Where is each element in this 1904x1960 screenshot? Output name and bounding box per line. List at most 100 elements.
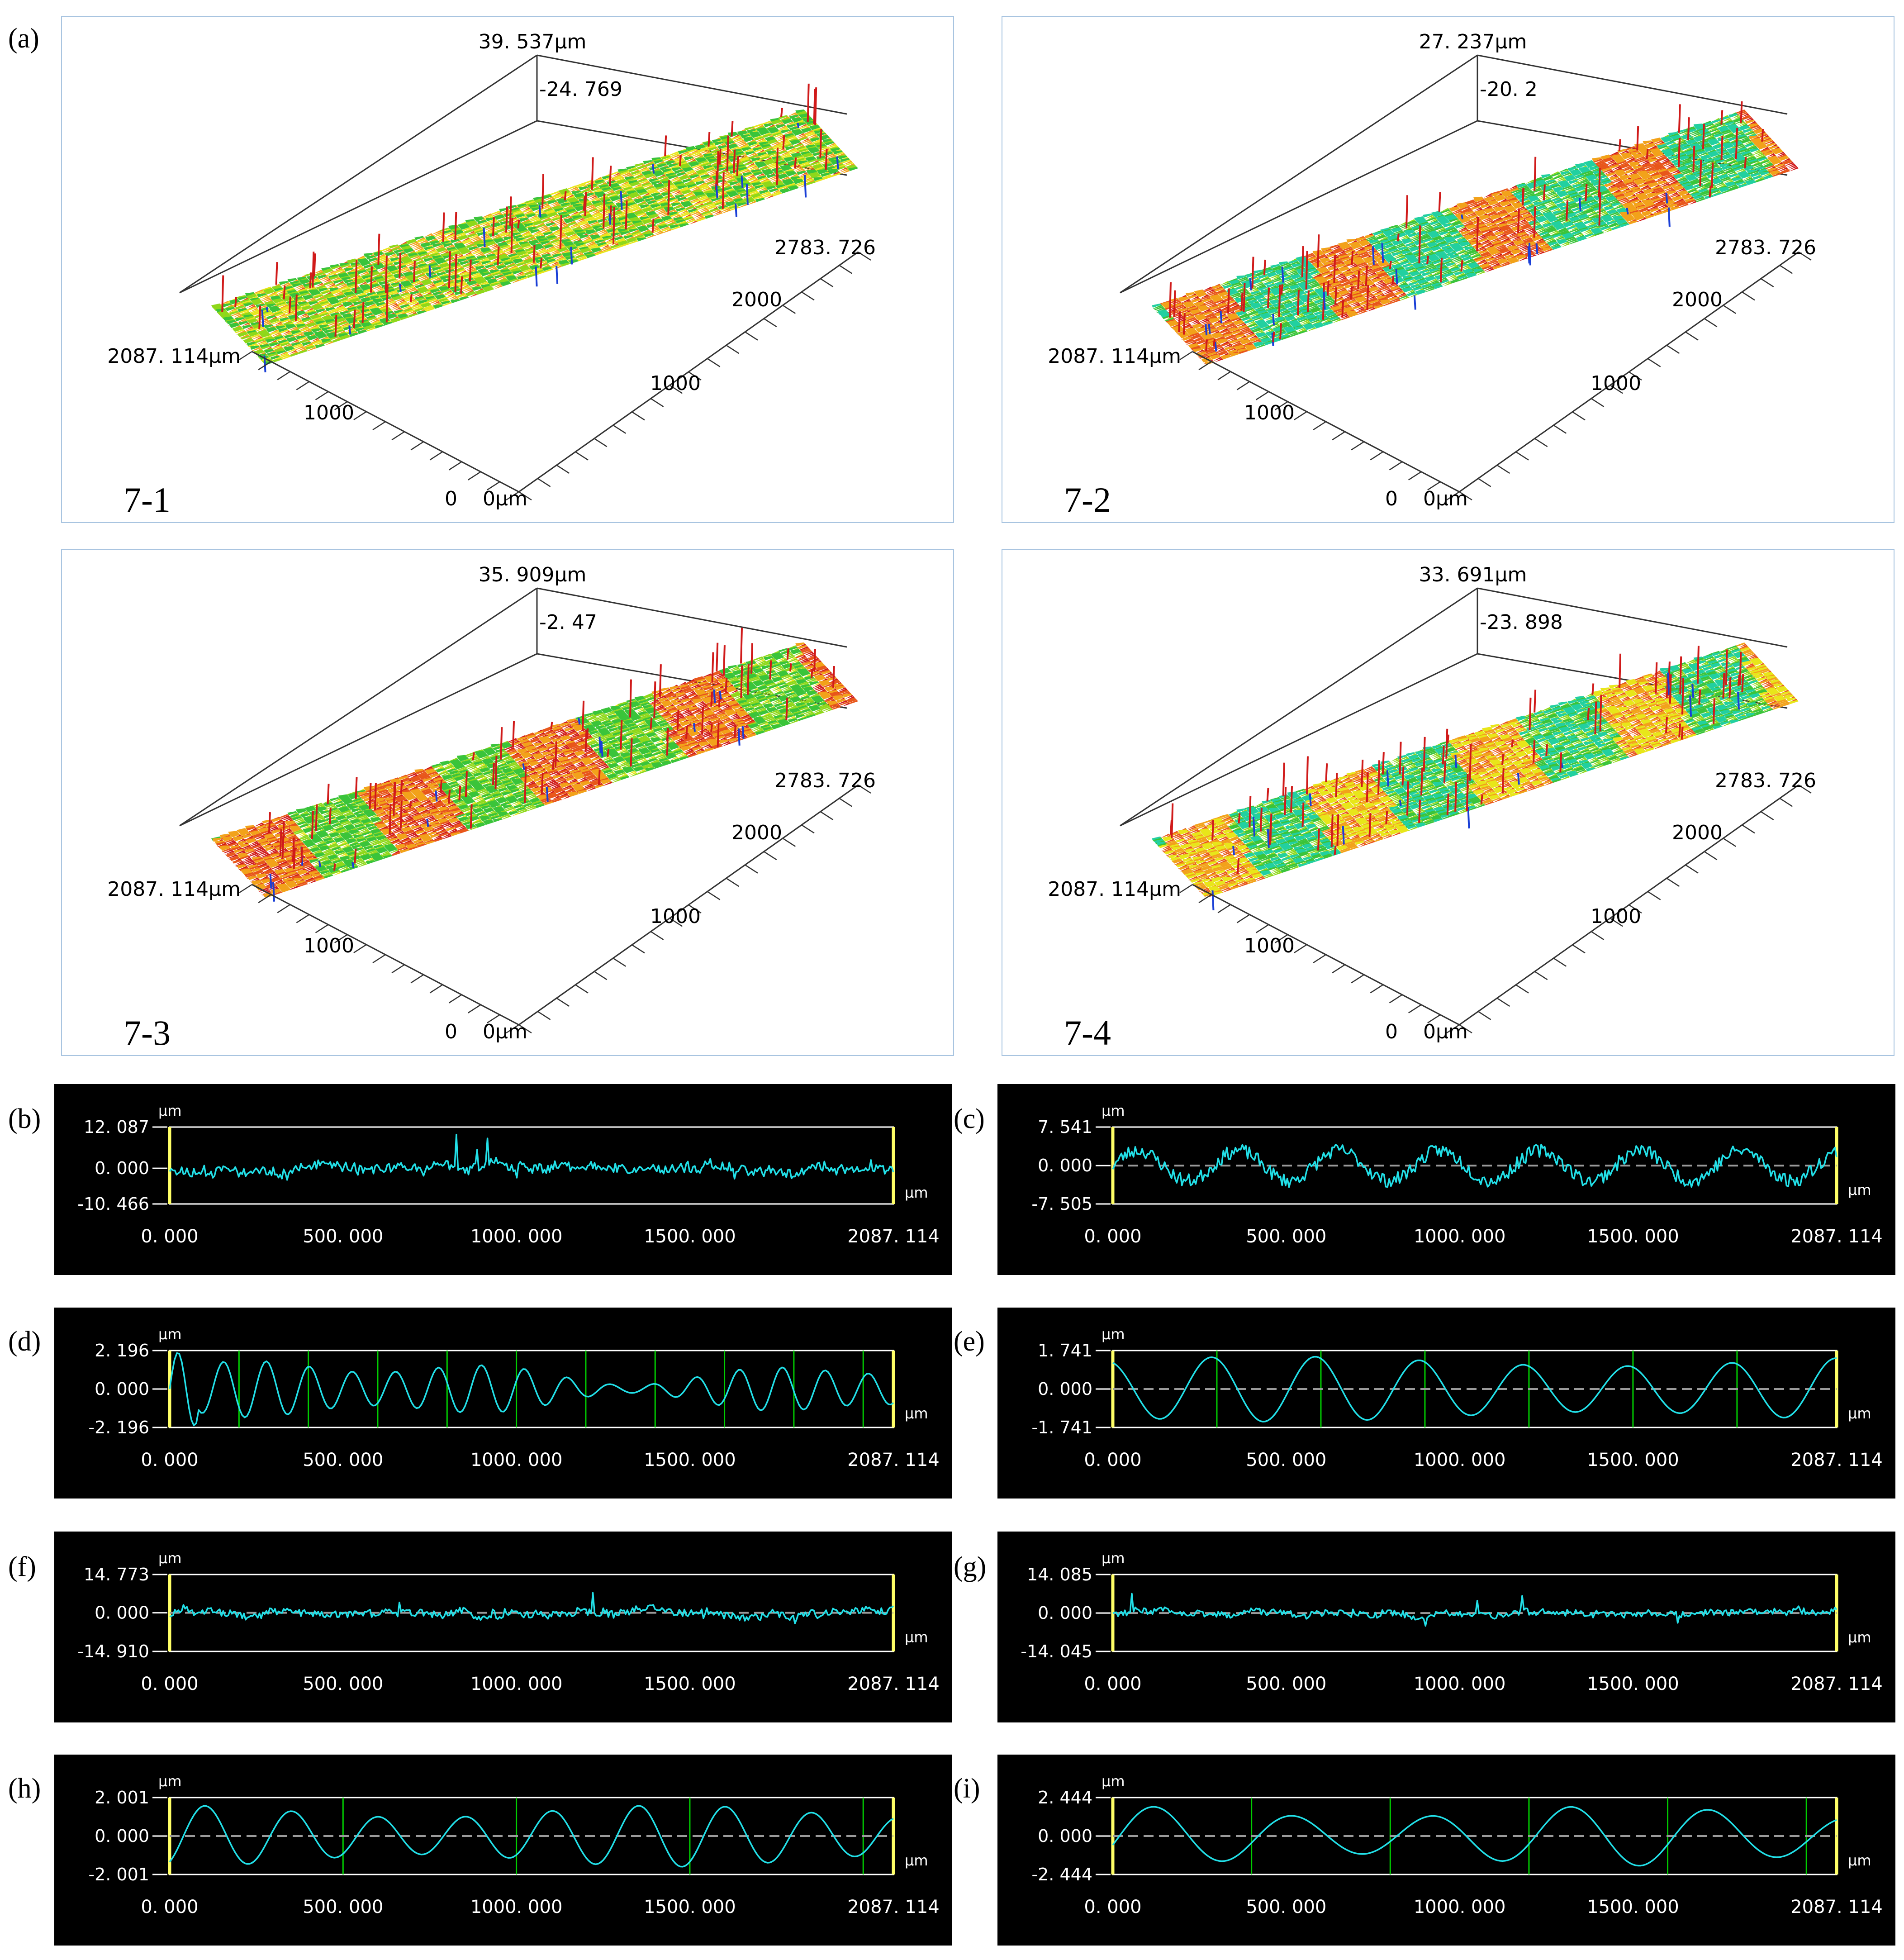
panel-letter-i: (i): [954, 1773, 980, 1804]
y-mid-label: 1000: [304, 401, 354, 424]
x-tick-label: 2087. 114: [1790, 1674, 1883, 1694]
y-unit-label: µm: [158, 1326, 182, 1343]
origin-y-label: 0: [445, 1020, 457, 1043]
x-low-label: 1000: [1591, 372, 1641, 395]
x-max-label: 2783. 726: [774, 236, 876, 259]
surface-sample-label: 7-1: [121, 480, 173, 520]
y-min-tick-label: -7. 505: [1031, 1194, 1092, 1214]
y-min-tick-label: -2. 196: [88, 1418, 149, 1437]
x-max-label: 2783. 726: [1715, 769, 1816, 792]
panel-letter-c: (c): [954, 1104, 985, 1134]
x-tick-label: 0. 000: [1084, 1897, 1141, 1917]
x-tick-label: 1000. 000: [470, 1450, 563, 1470]
profile-chart-f: 14. 773 0. 000 -14. 910 µm µm 0. 000 500. 000 1…: [54, 1532, 952, 1722]
y-unit-label: µm: [1102, 1773, 1125, 1790]
profile-chart-g: 14. 085 0. 000 -14. 045 µm µm 0. 000 500. 000 1…: [997, 1532, 1895, 1722]
x-max-label: 2783. 726: [1715, 236, 1816, 259]
x-unit-label: µm: [905, 1852, 928, 1869]
y-min-tick-label: -10. 466: [77, 1194, 149, 1214]
y-unit-label: µm: [158, 1550, 182, 1567]
panel-letter-a: (a): [8, 23, 39, 54]
origin-x-label: 0µm: [483, 487, 527, 510]
x-unit-label: µm: [1848, 1181, 1871, 1199]
x-unit-label: µm: [1848, 1852, 1871, 1869]
origin-x-label: 0µm: [1423, 487, 1468, 510]
profile-series-line: [169, 1352, 894, 1427]
panel-letter-e: (e): [954, 1326, 985, 1357]
origin-y-label: 0: [445, 487, 457, 510]
x-tick-label: 2087. 114: [1790, 1897, 1883, 1917]
x-tick-label: 1000. 000: [470, 1897, 563, 1917]
x-tick-label: 500. 000: [303, 1897, 383, 1917]
y-max-label: 2087. 114µm: [107, 345, 241, 368]
y-max-label: 2087. 114µm: [107, 878, 241, 901]
x-tick-label: 2087. 114: [847, 1897, 940, 1917]
y-max-tick-label: 2. 196: [95, 1341, 149, 1361]
x-low-label: 1000: [650, 905, 701, 928]
x-low-label: 1000: [650, 372, 701, 395]
panel-letter-f: (f): [8, 1551, 36, 1582]
origin-x-label: 0µm: [1423, 1020, 1468, 1043]
x-tick-label: 2087. 114: [847, 1226, 940, 1247]
x-low-label: 1000: [1591, 905, 1641, 928]
x-tick-label: 1500. 000: [1587, 1674, 1679, 1694]
y-zero-tick-label: 0. 000: [95, 1158, 149, 1178]
origin-y-label: 0: [1385, 487, 1398, 510]
origin-y-label: 0: [1385, 1020, 1398, 1043]
z-min-label: -24. 769: [539, 78, 622, 101]
y-mid-label: 1000: [304, 934, 354, 957]
x-tick-label: 500. 000: [303, 1226, 383, 1247]
y-zero-tick-label: 0. 000: [95, 1379, 149, 1399]
z-max-label: 39. 537µm: [479, 30, 587, 53]
profile-series-line: [1112, 1593, 1838, 1627]
x-tick-label: 1000. 000: [1414, 1226, 1506, 1247]
surface-plot-7-1: 39. 537µm -24. 769 2783. 726 2000 1000 2087. …: [61, 16, 954, 523]
surface-plot-7-3: 35. 909µm -2. 47 2783. 726 2000 1000 2087. 11…: [61, 549, 954, 1056]
x-tick-label: 2087. 114: [847, 1674, 940, 1694]
y-min-tick-label: -2. 444: [1031, 1865, 1092, 1884]
panel-letter-b: (b): [8, 1104, 41, 1134]
x-tick-label: 1500. 000: [644, 1226, 736, 1247]
x-max-label: 2783. 726: [774, 769, 876, 792]
surface-sample-label: 7-3: [121, 1013, 173, 1053]
x-unit-label: µm: [905, 1184, 928, 1201]
y-max-label: 2087. 114µm: [1048, 878, 1181, 901]
x-tick-label: 2087. 114: [1790, 1226, 1883, 1247]
surface-sample-label: 7-4: [1061, 1013, 1114, 1053]
profile-series-line: [1112, 1806, 1837, 1867]
x-tick-label: 1500. 000: [1587, 1897, 1679, 1917]
x-mid-label: 2000: [731, 821, 782, 844]
x-tick-label: 500. 000: [303, 1674, 383, 1694]
y-unit-label: µm: [1102, 1102, 1125, 1119]
y-unit-label: µm: [1102, 1550, 1125, 1567]
x-tick-label: 2087. 114: [847, 1450, 940, 1470]
x-tick-label: 0. 000: [1084, 1674, 1141, 1694]
plot-frame: [169, 1350, 894, 1428]
y-min-tick-label: -2. 001: [88, 1865, 149, 1884]
y-zero-tick-label: 0. 000: [1038, 1603, 1092, 1623]
panel-letter-g: (g): [954, 1551, 987, 1582]
surface-sample-label: 7-2: [1061, 480, 1114, 520]
z-max-label: 35. 909µm: [479, 563, 587, 586]
profile-chart-d: 2. 196 0. 000 -2. 196 µm µm 0. 000 500. 000 100…: [54, 1308, 952, 1499]
profile-series-line: [169, 1592, 894, 1624]
y-zero-tick-label: 0. 000: [95, 1603, 149, 1623]
profile-chart-h: 2. 001 0. 000 -2. 001 µm µm 0. 000 500. 000 100…: [54, 1755, 952, 1946]
y-max-tick-label: 12. 087: [84, 1117, 149, 1137]
profile-series-line: [1112, 1356, 1837, 1422]
x-tick-label: 1500. 000: [1587, 1226, 1679, 1247]
x-tick-label: 1500. 000: [644, 1450, 736, 1470]
x-unit-label: µm: [905, 1405, 928, 1422]
x-tick-label: 500. 000: [1246, 1226, 1326, 1247]
x-tick-label: 0. 000: [141, 1674, 198, 1694]
y-zero-tick-label: 0. 000: [1038, 1379, 1092, 1399]
x-tick-label: 0. 000: [141, 1226, 198, 1247]
x-tick-label: 1000. 000: [1414, 1897, 1506, 1917]
x-tick-label: 500. 000: [1246, 1450, 1326, 1470]
x-tick-label: 0. 000: [141, 1897, 198, 1917]
x-tick-label: 1500. 000: [1587, 1450, 1679, 1470]
y-max-tick-label: 2. 001: [95, 1788, 149, 1808]
surface-plot-7-4: 33. 691µm -23. 898 2783. 726 2000 1000 2087. …: [1002, 549, 1895, 1056]
panel-letter-h: (h): [8, 1773, 41, 1804]
y-min-tick-label: -14. 045: [1021, 1641, 1092, 1661]
